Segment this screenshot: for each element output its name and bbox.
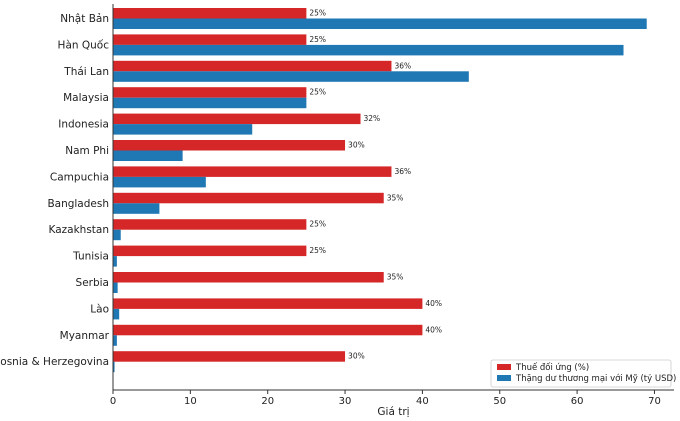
category-label: Nam Phi (65, 145, 109, 157)
bar-surplus (113, 335, 117, 346)
bar-tariff (113, 192, 384, 204)
legend: Thuế đối ứng (%) Thặng dư thương mại với… (490, 359, 676, 388)
data-label-tariff: 32% (364, 114, 381, 123)
data-label-tariff: 30% (348, 141, 365, 150)
legend-label-tariff: Thuế đối ứng (%) (515, 362, 589, 373)
bar-tariff (113, 8, 307, 19)
x-tick-label: 30 (339, 396, 352, 407)
legend-swatch-surplus (497, 375, 511, 381)
bar-surplus (113, 18, 647, 29)
bar-tariff (113, 219, 307, 230)
data-label-tariff: 35% (387, 273, 404, 282)
x-tick-label: 60 (571, 396, 584, 407)
bar-surplus (113, 71, 469, 82)
legend-label-surplus: Thặng dư thương mại với Mỹ (tỷ USD) (515, 373, 676, 384)
bars-group: 25% 25% 36% 25% 32% 30% 36% 35% 25% 25% 35% 40% 40% 3… (113, 8, 647, 373)
data-label-tariff: 36% (394, 167, 411, 176)
x-tick-label: 10 (184, 396, 197, 407)
bar-tariff (113, 166, 392, 177)
category-label: Bosnia & Herzegovina (0, 356, 109, 368)
bar-tariff (113, 113, 361, 125)
bar-surplus (113, 150, 183, 161)
category-label: Campuchia (50, 171, 109, 183)
category-label: Lào (90, 303, 109, 315)
category-label: Myanmar (60, 330, 110, 342)
data-label-tariff: 35% (387, 193, 404, 202)
bar-tariff (113, 87, 307, 98)
legend-box (490, 359, 672, 388)
bar-tariff (113, 272, 384, 283)
category-label: Indonesia (58, 119, 109, 131)
bar-tariff (113, 298, 423, 309)
category-label: Thái Lan (63, 66, 109, 78)
data-label-tariff: 40% (425, 299, 442, 308)
legend-swatch-tariff (497, 364, 511, 370)
data-label-tariff: 25% (309, 35, 326, 44)
data-label-tariff: 25% (309, 9, 326, 18)
category-label: Kazakhstan (49, 224, 110, 236)
bar-tariff (113, 351, 346, 362)
bar-surplus (113, 44, 624, 56)
data-label-tariff: 25% (309, 220, 326, 229)
category-label: Serbia (76, 277, 109, 289)
category-label: Bangladesh (47, 198, 109, 210)
bar-surplus (113, 256, 117, 267)
data-label-tariff: 30% (348, 352, 365, 361)
bar-tariff (113, 34, 307, 45)
category-label: Malaysia (63, 92, 109, 104)
bar-surplus (113, 229, 121, 241)
x-tick-label: 50 (493, 396, 506, 407)
data-label-tariff: 25% (309, 88, 326, 97)
x-tick-label: 70 (648, 396, 661, 407)
bar-tariff (113, 60, 392, 72)
bar-surplus (113, 176, 206, 188)
category-label: Tunisia (72, 251, 109, 263)
data-label-tariff: 36% (394, 61, 411, 70)
bar-tariff (113, 140, 346, 151)
x-ticks: 0 10 20 30 40 50 60 70 (110, 390, 661, 407)
bar-surplus (113, 97, 307, 109)
bar-surplus (113, 361, 115, 373)
data-label-tariff: 25% (309, 246, 326, 255)
x-tick-label: 40 (416, 396, 429, 407)
x-tick-label: 20 (261, 396, 274, 407)
bar-tariff (113, 324, 423, 336)
category-label: Nhật Bản (60, 13, 109, 25)
x-axis-title: Giá trị (377, 406, 409, 418)
category-label: Hàn Quốc (58, 39, 110, 51)
x-tick-label: 0 (110, 396, 116, 407)
bar-surplus (113, 282, 118, 293)
category-labels: Nhật Bản Hàn Quốc Thái Lan Malaysia Indonesi… (0, 13, 110, 368)
bar-surplus (113, 203, 160, 214)
bar-surplus (113, 308, 120, 320)
data-label-tariff: 40% (425, 325, 442, 334)
bar-surplus (113, 124, 253, 135)
bar-tariff (113, 245, 307, 257)
